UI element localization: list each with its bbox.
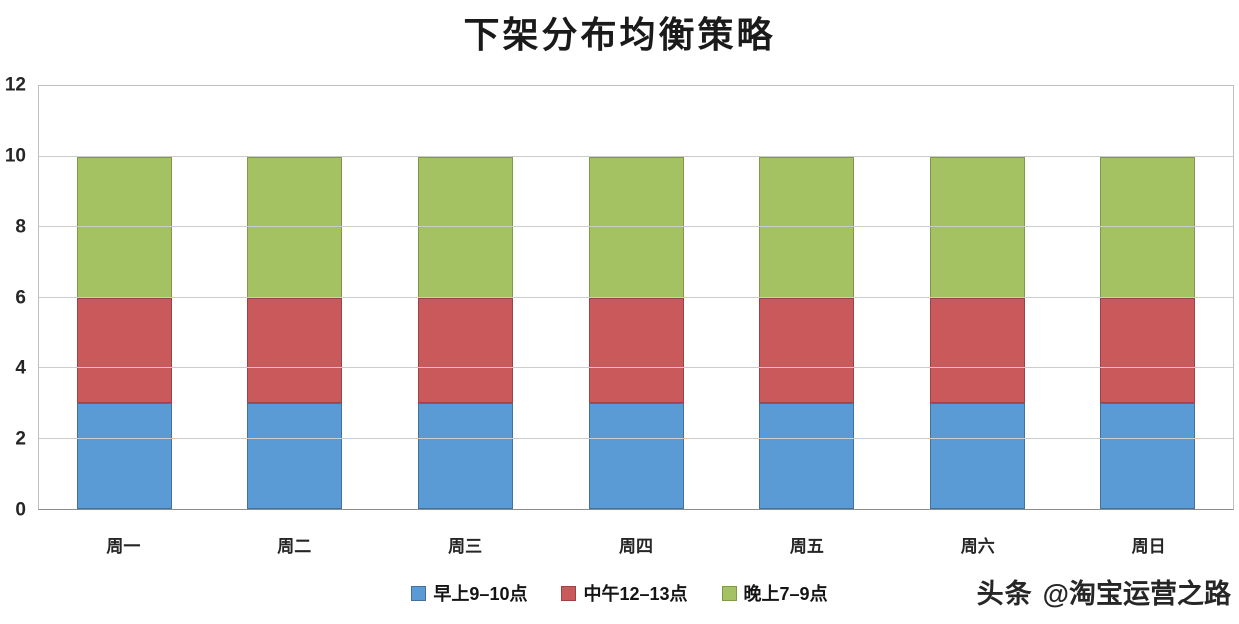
x-tick-label: 周五: [789, 537, 824, 556]
gridline: [39, 155, 1233, 157]
x-tick-label: 周一: [106, 537, 141, 556]
bar-slot: [892, 86, 1063, 509]
bar-segment: [759, 297, 855, 404]
bar-segment: [247, 297, 343, 404]
legend-swatch-icon: [411, 585, 427, 601]
y-tick-label: 8: [15, 216, 26, 238]
legend: 早上9–10点 中午12–13点 晚上7–9点: [0, 580, 1239, 606]
gridline: [39, 296, 1233, 298]
y-tick-label: 4: [15, 357, 26, 379]
bar-segment: [929, 403, 1025, 509]
bar-segment: [929, 297, 1025, 404]
bar-slot: [551, 86, 722, 509]
y-tick-label: 6: [15, 287, 26, 308]
stacked-bar: [929, 86, 1025, 509]
legend-item: 中午12–13点: [561, 580, 688, 606]
gridline: [39, 367, 1233, 369]
bar-segment: [759, 403, 855, 509]
bar-segment: [76, 297, 172, 404]
legend-label: 晚上7–9点: [743, 584, 828, 604]
x-tick-label: 周四: [619, 537, 653, 556]
legend-label: 早上9–10点: [433, 584, 528, 604]
stacked-bar: [247, 86, 343, 509]
bar-segment: [588, 403, 684, 509]
legend-item: 早上9–10点: [411, 580, 527, 606]
y-tick-label: 12: [4, 74, 26, 96]
bar-slot: [721, 86, 892, 509]
plot-area: [38, 85, 1234, 510]
stacked-bar: [76, 86, 172, 509]
stacked-bar: [1100, 86, 1196, 509]
stacked-bar: [417, 86, 513, 509]
bar-segment: [76, 403, 172, 509]
bar-segment: [1100, 403, 1196, 509]
stacked-bar: [759, 86, 855, 509]
bar-segment: [417, 297, 513, 404]
x-tick-label: 周二: [277, 537, 312, 556]
watermark-brand: 头条: [976, 579, 1033, 609]
stacked-bar: [588, 86, 684, 509]
x-tick-label: 周三: [448, 537, 483, 556]
y-tick-label: 2: [15, 428, 26, 450]
gridline: [39, 226, 1233, 228]
x-axis-labels: 周一 周二 周三 周四 周五 周六 周日: [38, 520, 1234, 557]
bar-segment: [588, 297, 684, 404]
watermark-handle: @淘宝运营之路: [1042, 579, 1231, 609]
watermark: 头条 @淘宝运营之路: [977, 572, 1231, 611]
bar-slot: [39, 86, 210, 509]
bar-segment: [417, 403, 513, 509]
y-axis: 0 2 4 6 8 10 12: [0, 76, 32, 520]
y-tick-label: 10: [4, 145, 26, 167]
x-tick-label: 周六: [960, 537, 995, 556]
bar-segment: [1100, 297, 1196, 404]
chart-title: 下架分布均衡策略: [463, 14, 776, 55]
gridline: [39, 437, 1233, 439]
bar-slot: [380, 86, 551, 509]
bar-segment: [247, 403, 343, 509]
legend-swatch-icon: [721, 585, 737, 601]
legend-item: 晚上7–9点: [721, 580, 828, 606]
legend-label: 中午12–13点: [583, 584, 688, 604]
bars: [39, 86, 1233, 509]
bar-slot: [210, 86, 381, 509]
legend-swatch-icon: [561, 585, 577, 601]
y-tick-label: 0: [15, 499, 26, 521]
x-tick-label: 周日: [1131, 537, 1166, 556]
bar-slot: [1062, 86, 1233, 509]
